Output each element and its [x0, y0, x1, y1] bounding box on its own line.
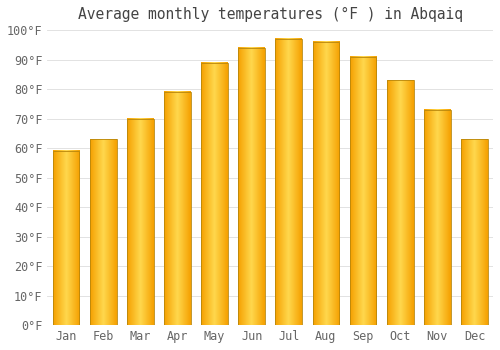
Bar: [276, 39, 302, 325]
Title: Average monthly temperatures (°F ) in Abqaiq: Average monthly temperatures (°F ) in Ab…: [78, 7, 462, 22]
Bar: [90, 139, 117, 325]
Bar: [238, 48, 265, 325]
Bar: [461, 139, 488, 325]
Bar: [164, 92, 191, 325]
Bar: [127, 119, 154, 325]
Bar: [424, 110, 450, 325]
Bar: [201, 63, 228, 325]
Bar: [350, 57, 376, 325]
Bar: [387, 80, 413, 325]
Bar: [52, 151, 80, 325]
Bar: [312, 42, 340, 325]
